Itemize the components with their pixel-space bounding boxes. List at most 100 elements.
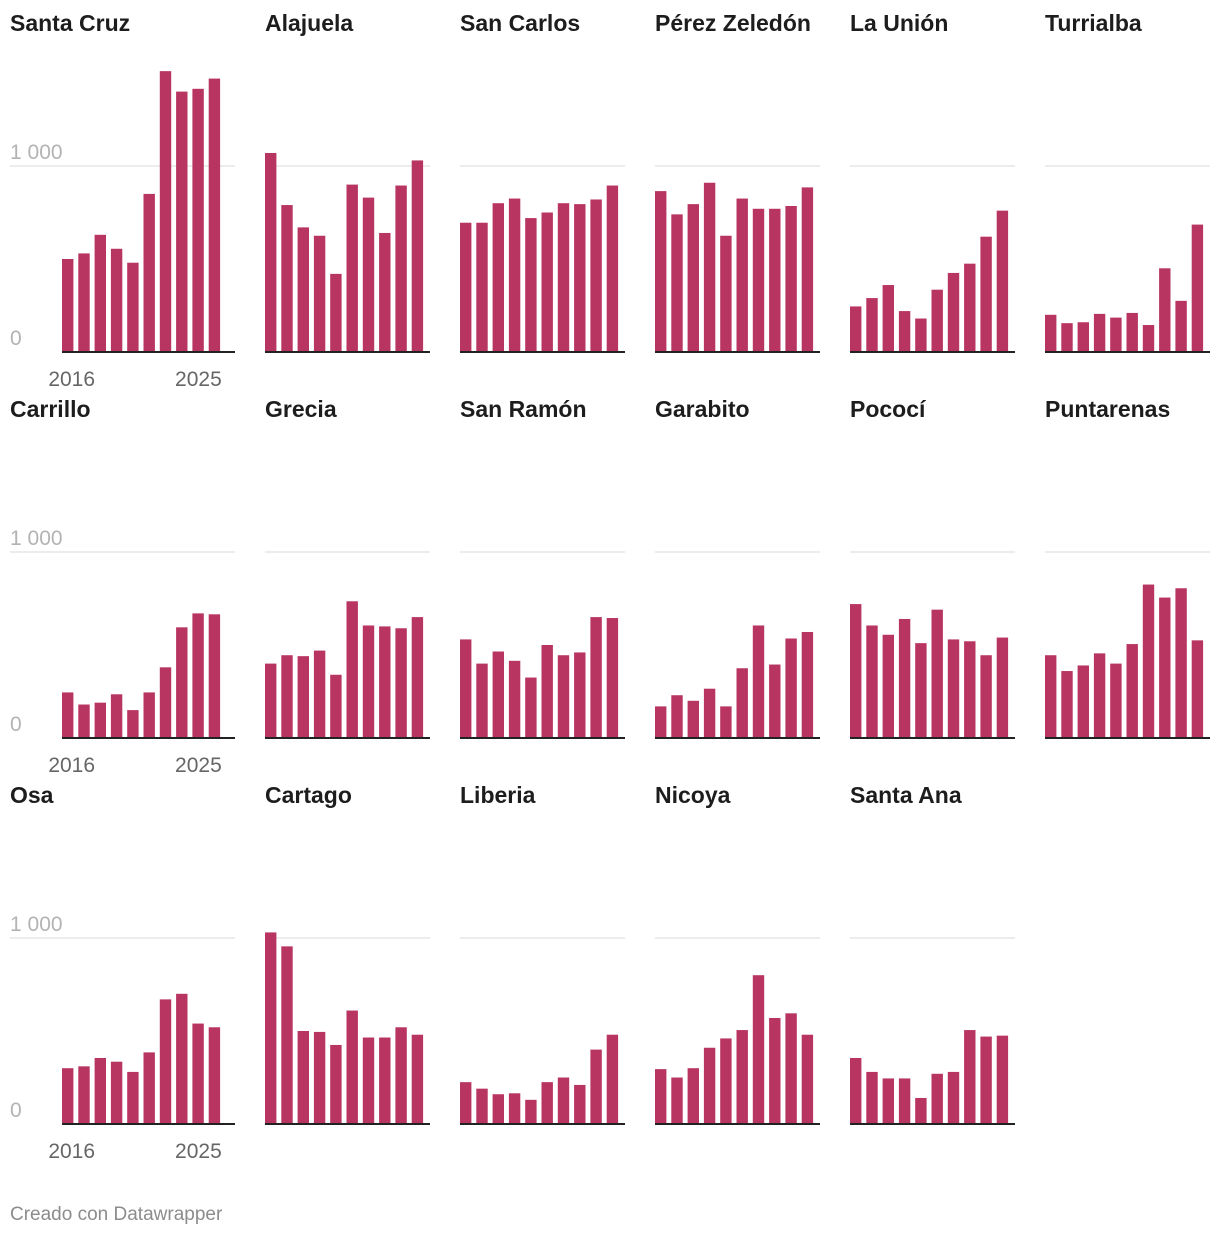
bar-liberia-2019[interactable] [508,1093,521,1124]
bar-osa-2016[interactable] [62,1068,74,1124]
bar-garabito-2019[interactable] [703,688,716,738]
bar-garabito-2016[interactable] [655,706,667,738]
bar-pococi-2016[interactable] [850,604,862,738]
bar-turrialba-2021[interactable] [1126,312,1138,352]
bar-nicoya-2025[interactable] [801,1034,814,1124]
bar-san-ramon-2023[interactable] [574,652,586,738]
bar-santa-ana-2020[interactable] [915,1097,927,1124]
bar-san-carlos-2018[interactable] [492,203,504,352]
bar-puntarenas-2018[interactable] [1077,665,1089,738]
bar-carrillo-2016[interactable] [62,692,74,738]
bar-nicoya-2019[interactable] [703,1047,716,1124]
bar-cartago-2022[interactable] [362,1037,375,1124]
bar-la-union-2024[interactable] [980,236,992,352]
bar-osa-2017[interactable] [78,1066,90,1124]
bar-puntarenas-2021[interactable] [1126,644,1138,738]
bar-grecia-2024[interactable] [395,628,407,738]
bar-alajuela-2023[interactable] [379,232,391,352]
bar-santa-ana-2021[interactable] [931,1073,943,1124]
bar-cartago-2020[interactable] [330,1044,342,1124]
bar-grecia-2021[interactable] [346,601,358,738]
bar-liberia-2017[interactable] [476,1088,488,1124]
bar-puntarenas-2020[interactable] [1110,663,1122,738]
bar-alajuela-2024[interactable] [395,185,407,352]
bar-perez-zeledon-2018[interactable] [687,204,699,352]
bar-cartago-2016[interactable] [265,932,277,1124]
bar-puntarenas-2023[interactable] [1159,597,1171,738]
bar-san-ramon-2024[interactable] [590,617,602,738]
bar-nicoya-2021[interactable] [736,1030,748,1124]
datawrapper-credit[interactable]: Creado con Datawrapper [10,1204,223,1225]
bar-san-carlos-2025[interactable] [606,185,619,352]
bar-grecia-2016[interactable] [265,663,277,738]
bar-grecia-2023[interactable] [379,626,391,738]
bar-liberia-2024[interactable] [590,1049,602,1124]
bar-nicoya-2018[interactable] [687,1068,699,1124]
bar-liberia-2016[interactable] [460,1082,472,1124]
bar-alajuela-2019[interactable] [313,235,326,352]
bar-santa-cruz-2021[interactable] [143,193,155,352]
bar-cartago-2025[interactable] [411,1034,424,1124]
bar-perez-zeledon-2017[interactable] [671,214,683,352]
bar-nicoya-2020[interactable] [720,1038,732,1124]
bar-cartago-2021[interactable] [346,1010,358,1124]
bar-pococi-2020[interactable] [915,643,927,738]
bar-la-union-2025[interactable] [996,210,1009,352]
bar-puntarenas-2016[interactable] [1045,655,1057,738]
bar-san-ramon-2016[interactable] [460,639,472,738]
bar-turrialba-2019[interactable] [1093,313,1106,352]
bar-grecia-2020[interactable] [330,674,342,738]
bar-santa-cruz-2020[interactable] [127,262,139,352]
bar-santa-cruz-2024[interactable] [192,88,204,352]
bar-la-union-2022[interactable] [947,272,960,352]
bar-grecia-2018[interactable] [297,656,309,738]
bar-pococi-2025[interactable] [996,637,1009,738]
bar-santa-cruz-2017[interactable] [78,253,90,352]
bar-santa-ana-2022[interactable] [947,1071,960,1124]
bar-santa-cruz-2022[interactable] [159,71,172,352]
bar-osa-2022[interactable] [159,999,172,1124]
bar-la-union-2023[interactable] [964,263,976,352]
bar-osa-2024[interactable] [192,1023,204,1124]
bar-san-ramon-2018[interactable] [492,651,504,738]
bar-san-carlos-2017[interactable] [476,222,488,352]
bar-la-union-2019[interactable] [898,311,911,352]
bar-santa-cruz-2025[interactable] [208,78,221,352]
bar-san-carlos-2016[interactable] [460,222,472,352]
bar-la-union-2016[interactable] [850,306,862,352]
bar-turrialba-2016[interactable] [1045,314,1057,352]
bar-puntarenas-2024[interactable] [1175,588,1187,738]
bar-santa-cruz-2019[interactable] [110,248,123,352]
bar-puntarenas-2025[interactable] [1191,640,1204,738]
bar-grecia-2017[interactable] [281,655,293,738]
bar-carrillo-2020[interactable] [127,710,139,738]
bar-san-carlos-2019[interactable] [508,198,521,352]
bar-san-carlos-2021[interactable] [541,212,553,353]
bar-liberia-2025[interactable] [606,1034,619,1124]
bar-santa-ana-2018[interactable] [882,1078,894,1124]
bar-turrialba-2024[interactable] [1175,300,1187,352]
bar-turrialba-2025[interactable] [1191,224,1204,352]
bar-carrillo-2021[interactable] [143,692,155,738]
bar-san-ramon-2017[interactable] [476,663,488,738]
bar-santa-ana-2024[interactable] [980,1036,992,1124]
bar-carrillo-2018[interactable] [94,702,106,738]
bar-alajuela-2022[interactable] [362,197,375,352]
bar-osa-2018[interactable] [94,1057,106,1124]
bar-garabito-2023[interactable] [769,664,781,738]
bar-santa-cruz-2023[interactable] [176,91,188,352]
bar-santa-ana-2016[interactable] [850,1057,862,1124]
bar-puntarenas-2019[interactable] [1093,653,1106,738]
bar-turrialba-2023[interactable] [1159,268,1171,352]
bar-nicoya-2024[interactable] [785,1013,797,1124]
bar-perez-zeledon-2025[interactable] [801,187,814,352]
bar-garabito-2022[interactable] [752,625,765,738]
bar-san-carlos-2024[interactable] [590,199,602,352]
bar-san-carlos-2022[interactable] [557,203,570,352]
bar-la-union-2020[interactable] [915,318,927,352]
bar-santa-cruz-2016[interactable] [62,259,74,352]
bar-alajuela-2017[interactable] [281,205,293,352]
bar-pococi-2024[interactable] [980,655,992,738]
bar-san-carlos-2023[interactable] [574,204,586,352]
bar-liberia-2023[interactable] [574,1084,586,1124]
